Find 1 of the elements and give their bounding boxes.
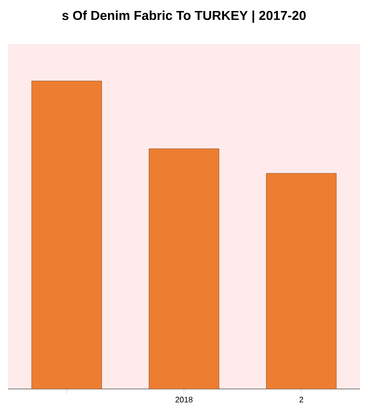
chart-title: s Of Denim Fabric To TURKEY | 2017-20 — [62, 10, 306, 23]
